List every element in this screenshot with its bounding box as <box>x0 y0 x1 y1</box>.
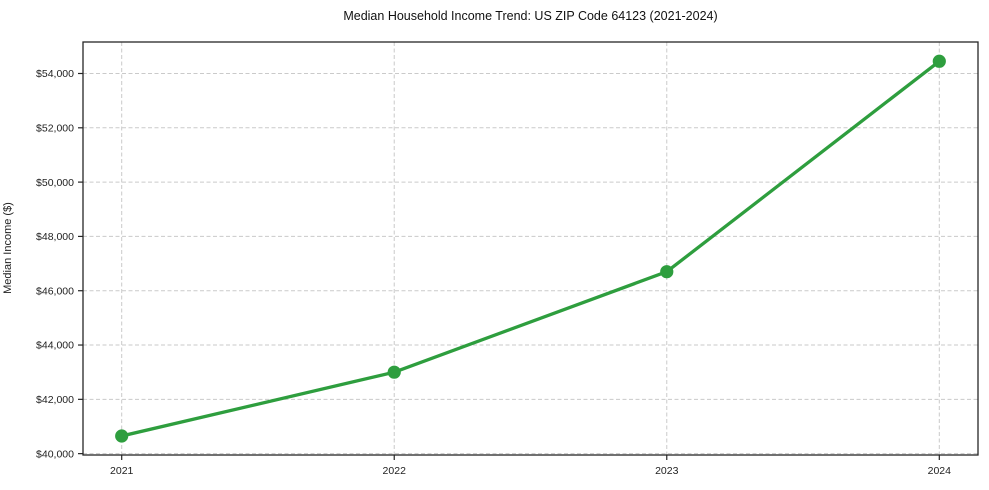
x-tick-label: 2024 <box>928 465 952 477</box>
x-tick-label: 2022 <box>383 465 407 477</box>
x-tick-label: 2021 <box>110 465 134 477</box>
y-tick-label: $40,000 <box>36 448 74 460</box>
y-tick-label: $54,000 <box>36 68 74 80</box>
data-point <box>932 54 946 68</box>
trend-line <box>120 59 941 438</box>
x-tick-label: 2023 <box>655 465 679 477</box>
data-point <box>115 429 129 443</box>
plot-frame <box>82 41 979 456</box>
chart-title: Median Household Income Trend: US ZIP Co… <box>343 9 718 23</box>
data-point <box>387 365 401 379</box>
y-tick-label: $50,000 <box>36 177 74 189</box>
data-point <box>660 265 674 279</box>
y-tick-label: $46,000 <box>36 285 74 297</box>
y-tick-label: $48,000 <box>36 231 74 243</box>
y-tick-label: $44,000 <box>36 340 74 352</box>
y-tick-label: $42,000 <box>36 394 74 406</box>
y-tick-label: $52,000 <box>36 123 74 135</box>
